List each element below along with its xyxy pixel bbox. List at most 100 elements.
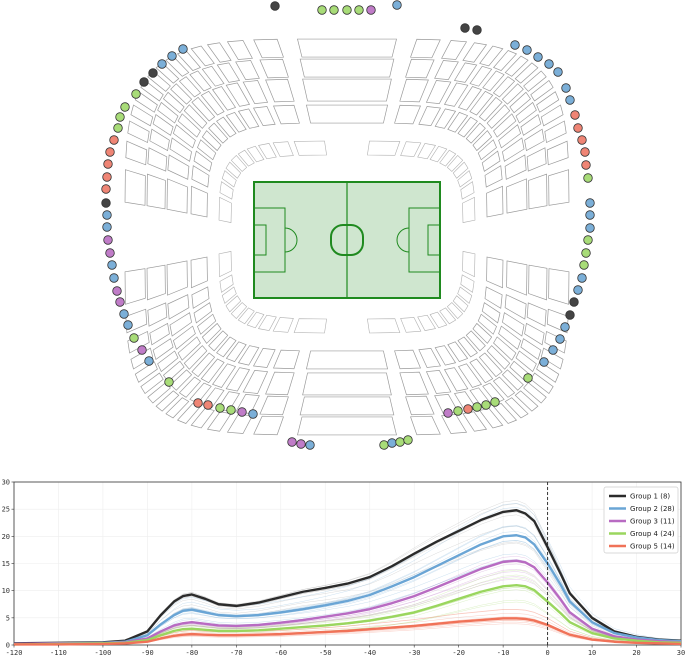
seating-block [242,369,269,394]
individual-trace [13,553,682,645]
seating-block [166,178,188,214]
seating-block [457,286,473,304]
series-line-group-1 [13,509,682,645]
individual-trace [13,507,682,644]
seating-block [259,395,289,416]
group-2-marker [577,273,587,283]
y-tick-label: 0 [6,642,10,650]
seating-block [439,307,457,325]
seating-block [447,111,469,133]
seating-block [524,128,545,152]
seating-block [272,317,294,333]
seating-block [178,376,202,398]
seating-block [193,302,213,324]
seating-block [253,38,284,59]
group-2-marker [555,334,565,344]
seating-block [452,295,469,313]
seating-block [434,345,457,366]
group-5-marker [581,160,591,170]
group-markers [101,0,595,450]
seating-block [457,116,478,138]
seating-block [478,96,503,122]
group-4-marker [120,102,130,112]
x-tick-label: 0 [545,649,549,657]
x-tick-label: -110 [50,649,67,657]
seating-block [305,350,389,370]
individual-trace [13,589,682,645]
seating-block [472,322,493,344]
group-2-marker [102,222,112,232]
seating-block [462,411,488,432]
seating-block [523,382,547,404]
seating-block [206,42,232,63]
seating-block [462,251,476,278]
group-2-marker [392,0,402,10]
group-2-marker [522,45,532,55]
seating-block [225,161,242,179]
seating-block [176,403,202,424]
seating-block [504,294,527,320]
seating-block [302,78,392,102]
seating-block [190,185,208,218]
group-4-marker [403,435,413,445]
seating-block [418,347,442,368]
tick-labels: -120 -110 -100 -90 -80 -70 -60 -50 -40 -30 -20 -10 0… [2,479,685,658]
group-3-marker [137,345,147,355]
penalty-arc-left [284,227,298,253]
seating-block [469,65,493,87]
series-lines [13,509,682,646]
group-5-marker [105,147,115,157]
individual-trace [14,623,682,645]
group-2-marker [107,260,117,270]
seating-block [299,58,395,78]
seating-block [297,38,397,58]
seating-block [457,86,483,111]
legend-label: Group 2 (28) [630,505,675,513]
group-4-marker [453,406,463,416]
seating-block [147,147,168,172]
seating-block [482,70,505,92]
seating-block [197,139,217,161]
group-3-marker [115,297,125,307]
group-4-marker [579,260,589,270]
seating-block [443,82,469,107]
x-tick-label: -70 [230,649,243,657]
group-1-marker [569,297,579,307]
group-2-marker [560,322,570,332]
goal-area-right [427,224,441,256]
center-circle [330,224,364,256]
group-1-marker [139,77,149,87]
seating-sections [124,38,570,436]
seating-block [293,318,327,334]
seating-block [149,322,170,346]
seating-block [469,90,494,116]
group-2-marker [565,95,575,105]
group-5-marker [109,135,119,145]
seating-block [528,173,548,210]
group-2-marker [305,440,315,450]
seating-block [124,169,146,206]
individual-trace [13,576,682,645]
group-4-marker [583,173,593,183]
seating-block [481,302,501,324]
seating-block [429,145,448,163]
group-4-marker [395,437,405,447]
goal-area-left [253,224,267,256]
seating-block [191,352,216,378]
group-4-marker [379,440,389,450]
chart-legend: Group 1 (8) Group 2 (28) Group 3 (11) Group… [603,486,679,554]
group-4-marker [226,405,236,415]
x-tick-label: -60 [274,649,287,657]
seating-block [169,312,192,337]
seating-block [446,302,464,319]
y-tick-label: 5 [6,614,10,622]
seating-block [193,150,213,172]
seating-block [200,358,225,384]
seating-block [157,101,179,124]
seating-block [477,313,497,335]
seating-block [441,414,468,434]
seating-block [216,116,237,138]
seating-block [514,62,539,84]
series-line-group-2 [13,534,682,646]
x-tick-label: 10 [588,649,596,657]
